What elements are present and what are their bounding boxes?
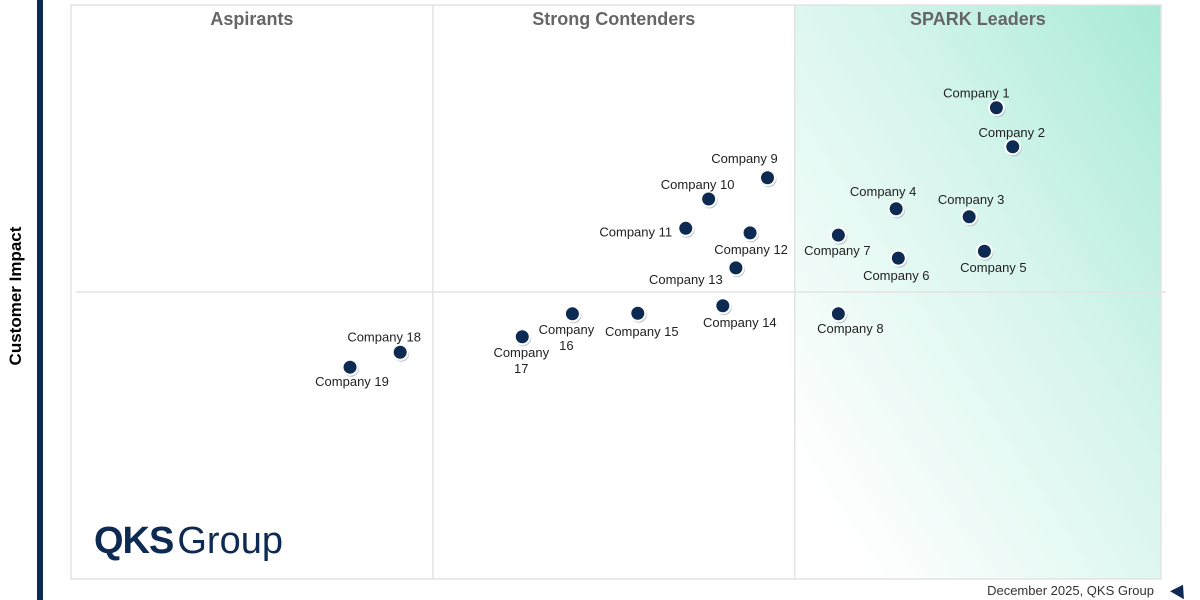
data-point [829, 226, 847, 244]
data-point [960, 208, 978, 226]
quadrant-label: Aspirants [210, 9, 293, 29]
point-label: Company 4 [850, 184, 916, 199]
point-label: Company 5 [960, 260, 1026, 275]
footer-credit: December 2025, QKS Group [987, 583, 1154, 598]
data-point [677, 219, 695, 237]
point-label: Company 14 [703, 315, 777, 330]
data-point [341, 358, 359, 376]
logo-bold: QKS [94, 520, 174, 562]
qks-group-logo: QKS Group [94, 520, 283, 563]
data-point [513, 328, 531, 346]
quadrant-label: Strong Contenders [532, 9, 695, 29]
data-point [975, 242, 993, 260]
point-label: Company 19 [315, 374, 389, 389]
data-point [714, 297, 732, 315]
data-point [887, 200, 905, 218]
point-label: Company 18 [347, 329, 421, 344]
point-label: Company 6 [863, 268, 929, 283]
point-label: Company 8 [817, 321, 883, 336]
point-label: Company 16 [539, 322, 595, 353]
point-label: Company 10 [661, 177, 735, 192]
point-label: Company 9 [711, 151, 777, 166]
data-point [987, 99, 1005, 117]
point-label: Company 1 [943, 86, 1009, 101]
data-point [829, 305, 847, 323]
point-label: Company 17 [493, 345, 549, 376]
quadrant-label: SPARK Leaders [910, 9, 1046, 29]
data-point [741, 224, 759, 242]
left-accent-bar [37, 0, 43, 600]
data-point [1004, 138, 1022, 156]
point-label: Company 11 [599, 224, 672, 239]
data-point [889, 249, 907, 267]
point-label: Company 2 [979, 125, 1045, 140]
data-point [391, 343, 409, 361]
point-label: Company 12 [714, 242, 788, 257]
point-label: Company 3 [938, 192, 1004, 207]
data-point [759, 169, 777, 187]
point-label: Company 7 [804, 243, 870, 258]
point-label: Company 13 [649, 272, 723, 287]
data-point [700, 190, 718, 208]
data-point [727, 259, 745, 277]
data-point [629, 304, 647, 322]
data-point [563, 305, 581, 323]
point-label: Company 15 [605, 324, 679, 339]
logo-rest: Group [177, 520, 283, 562]
